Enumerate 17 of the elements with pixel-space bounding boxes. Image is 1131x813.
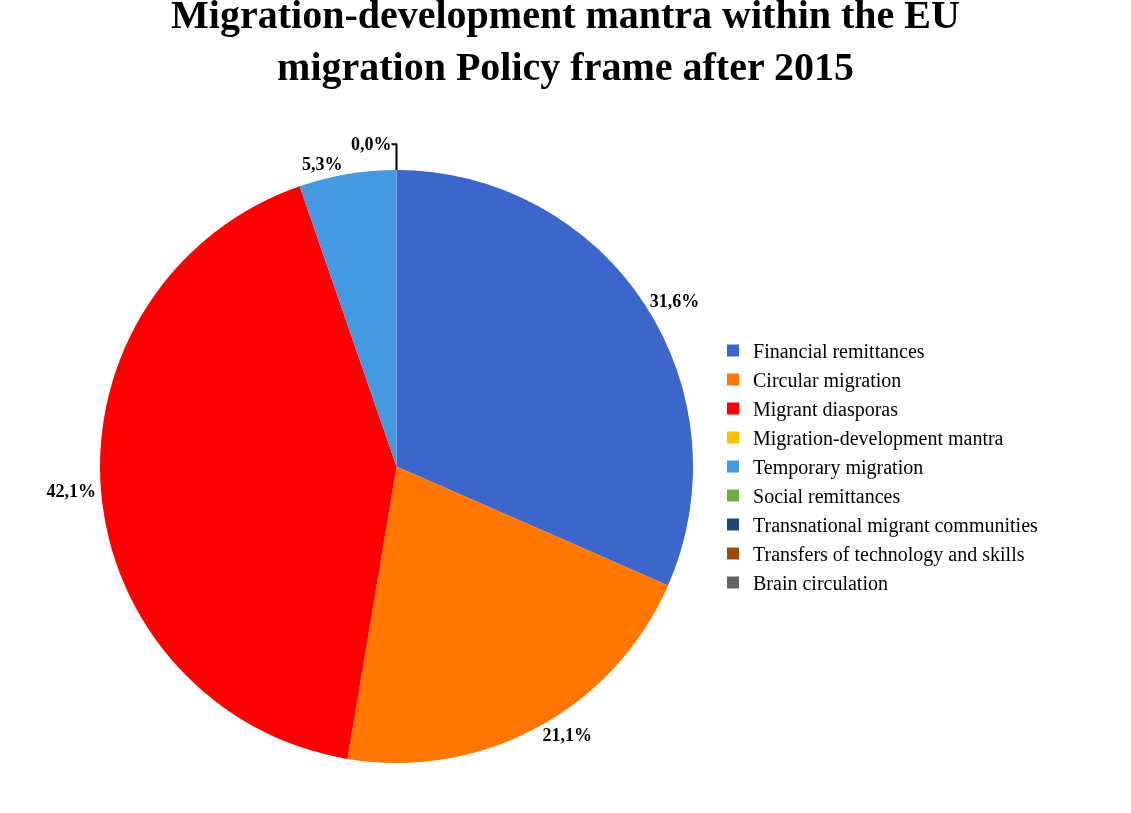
legend-label: Brain circulation: [753, 572, 888, 595]
legend-label: Circular migration: [753, 369, 902, 393]
pie-slice: [100, 186, 397, 759]
legend-label: Social remittances: [753, 485, 901, 508]
legend-label: Migrant diasporas: [753, 398, 899, 422]
legend-label: Transfers of technology and skills: [753, 543, 1025, 567]
chart-title: Migration-development mantra within the EU migration Policy frame after 2015: [171, 0, 960, 90]
data-label: 21,1%: [542, 725, 593, 746]
data-label: 5,3%: [301, 154, 343, 175]
legend-label: Transnational migrant communities: [753, 514, 1039, 538]
pie-slice: [347, 466, 669, 763]
data-label: 42,1%: [46, 481, 97, 502]
data-label: 31,6%: [649, 291, 700, 312]
text: 0,0%: [351, 134, 392, 155]
legend-label: Temporary migration: [753, 456, 924, 480]
legend-label: Migration-development mantra: [753, 427, 1004, 451]
legend-label: Financial remittances: [753, 340, 925, 363]
